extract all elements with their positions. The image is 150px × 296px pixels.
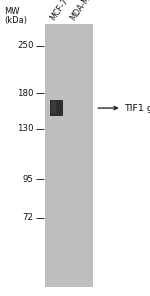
Text: 250: 250 (17, 41, 34, 50)
Bar (51, 101, 56, 113)
Text: 72: 72 (23, 213, 34, 222)
Text: MCF-7: MCF-7 (48, 0, 70, 22)
Bar (50, 100, 63, 116)
Text: 180: 180 (17, 89, 34, 98)
Text: 130: 130 (17, 124, 34, 133)
Bar (45, 24, 93, 287)
Text: 95: 95 (23, 175, 34, 184)
Text: MDA-MB-231: MDA-MB-231 (69, 0, 106, 22)
Text: (kDa): (kDa) (4, 16, 27, 25)
Text: TIF1 gamma: TIF1 gamma (124, 104, 150, 112)
Text: MW: MW (4, 7, 20, 16)
